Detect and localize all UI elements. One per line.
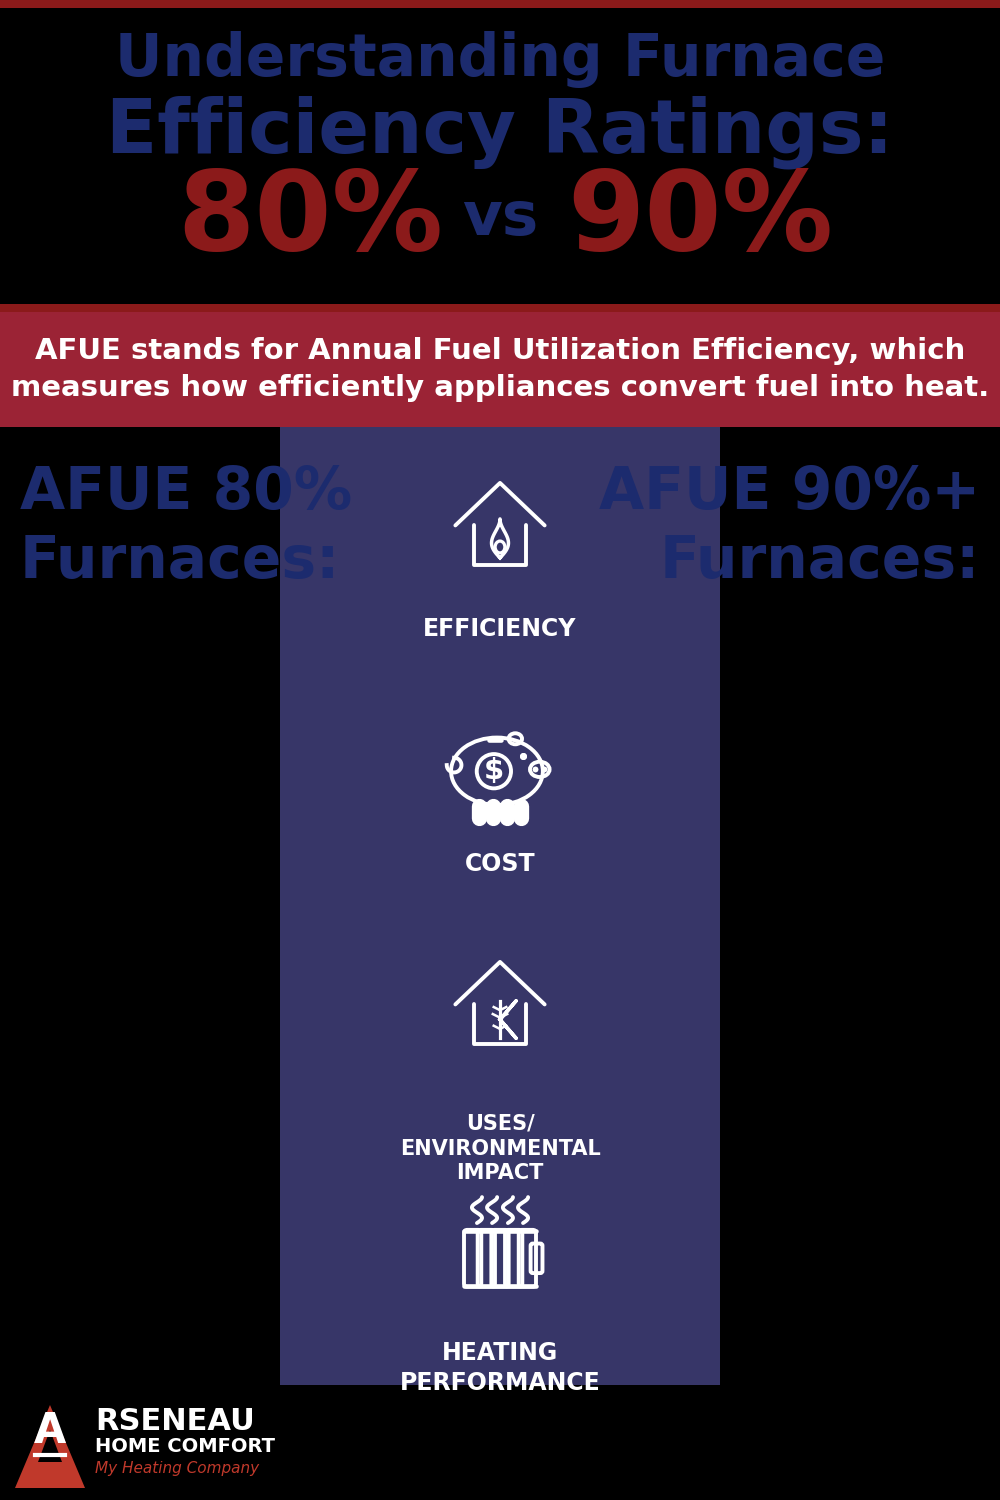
Text: USES/
ENVIRONMENTAL
IMPACT: USES/ ENVIRONMENTAL IMPACT: [400, 1114, 600, 1184]
Text: A: A: [34, 1410, 66, 1452]
Bar: [0, 312, 1000, 428]
Text: 80%: 80%: [177, 166, 443, 273]
Text: My Heating Company: My Heating Company: [95, 1461, 259, 1476]
Text: 90%: 90%: [567, 166, 833, 273]
Text: HEATING
PERFORMANCE: HEATING PERFORMANCE: [400, 1341, 600, 1395]
Text: Efficiency Ratings:: Efficiency Ratings:: [106, 96, 894, 170]
Polygon shape: [38, 1430, 62, 1462]
Text: RSENEAU: RSENEAU: [95, 1407, 255, 1437]
Bar: [0, 304, 1000, 312]
Text: AFUE stands for Annual Fuel Utilization Efficiency, which
measures how efficient: AFUE stands for Annual Fuel Utilization …: [11, 338, 989, 402]
Bar: [0, 8, 1000, 304]
Text: vs: vs: [462, 189, 538, 248]
Text: HOME COMFORT: HOME COMFORT: [95, 1437, 275, 1455]
Text: COST: COST: [465, 852, 535, 876]
Text: Understanding Furnace: Understanding Furnace: [115, 32, 885, 88]
Text: $: $: [484, 758, 504, 784]
Text: AFUE 80%
Furnaces:: AFUE 80% Furnaces:: [20, 465, 352, 590]
Bar: [280, 427, 720, 1385]
Bar: [0, 427, 280, 1385]
Polygon shape: [15, 1406, 85, 1488]
Text: EFFICIENCY: EFFICIENCY: [423, 616, 577, 640]
Bar: [720, 427, 1000, 1385]
Text: AFUE 90%+
Furnaces:: AFUE 90%+ Furnaces:: [599, 465, 980, 590]
Bar: [0, 1384, 1000, 1500]
Bar: [0, 0, 1000, 8]
